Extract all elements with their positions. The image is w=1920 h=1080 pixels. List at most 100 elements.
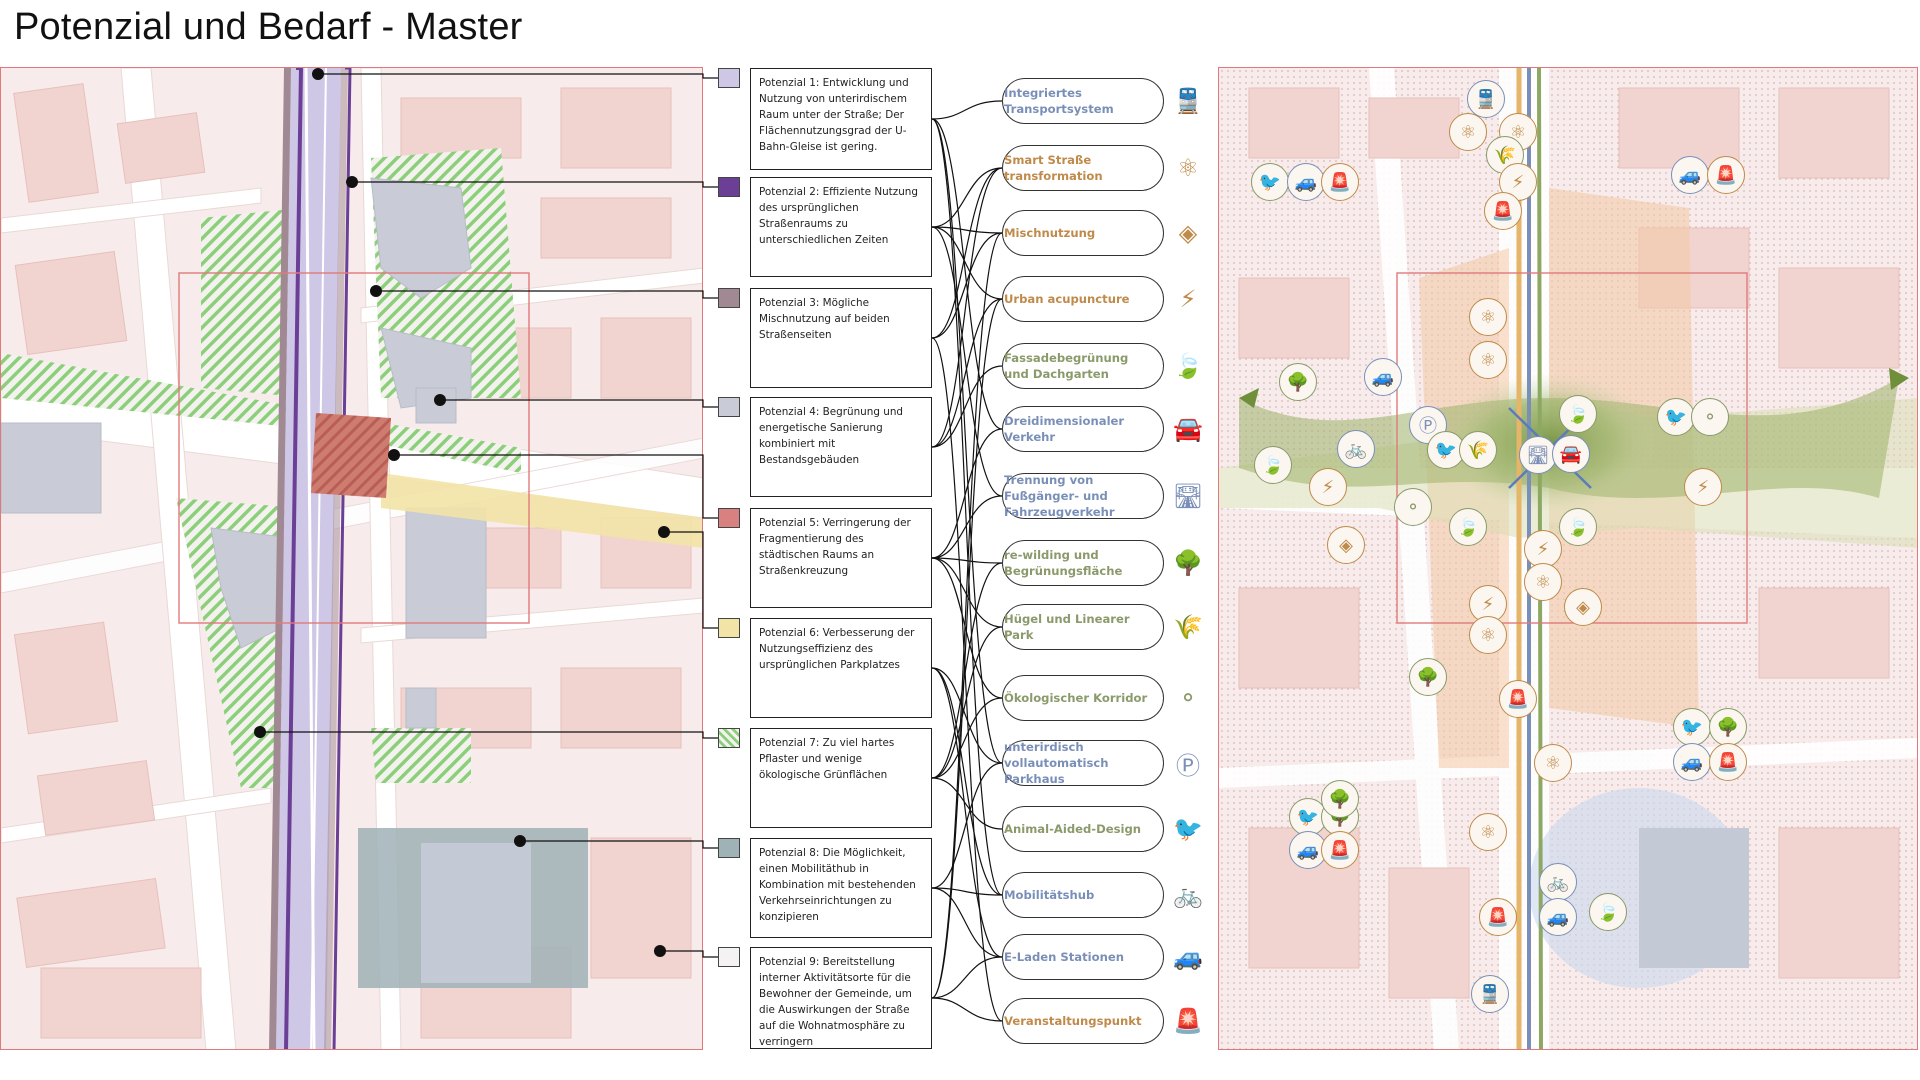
relation-curve — [931, 167, 1003, 448]
relation-curve — [931, 337, 1003, 1022]
need-pill-15: Veranstaltungspunkt — [1002, 998, 1164, 1044]
potential-swatch-1 — [718, 68, 740, 88]
need-pill-5: Fassadebegrünung und Dachgarten — [1002, 343, 1164, 389]
parking-icon: Ⓟ — [1176, 751, 1200, 780]
potential-box-8: Potenzial 8: Die Möglichkeit, einen Mobi… — [750, 838, 932, 938]
network-icon: ⚬ — [1177, 684, 1199, 712]
connector-dot — [514, 835, 526, 847]
event-light-icon: 🚨 — [1321, 831, 1359, 869]
atom-icon: ⚛ — [1469, 813, 1507, 851]
bird-icon: 🐦 — [1427, 431, 1465, 469]
need-label: Mobilitätshub — [1004, 888, 1095, 902]
event-light-icon: 🚨 — [1707, 156, 1745, 194]
grass-icon: 🌾 — [1459, 431, 1497, 469]
bird-icon: 🐦 — [1657, 398, 1695, 436]
atom-icon: ⚛ — [1177, 154, 1199, 182]
relation-curve — [931, 626, 1003, 779]
need-pill-3: Mischnutzung — [1002, 210, 1164, 256]
train-icon: 🚆 — [1173, 87, 1203, 115]
relation-curve — [931, 118, 1003, 896]
connector-dot — [346, 176, 358, 188]
grass-icon: 🌾 — [1173, 613, 1203, 641]
relation-curve — [931, 226, 1003, 234]
need-pill-7: Trennung von Fußgänger- und Fahrzeugverk… — [1002, 473, 1164, 519]
potential-swatch-6 — [718, 618, 740, 638]
event-light-icon: 🚨 — [1709, 743, 1747, 781]
connector-line — [318, 73, 718, 79]
potential-swatch-9 — [718, 947, 740, 967]
leaf-icon: 🍃 — [1449, 508, 1487, 546]
relation-curve — [931, 298, 1003, 448]
atom-icon: ⚛ — [1469, 616, 1507, 654]
connector-dot — [658, 526, 670, 538]
relation-curve — [931, 887, 1003, 958]
shapes-icon: ◈ — [1564, 588, 1602, 626]
relation-curve — [931, 557, 1003, 564]
relation-curve — [931, 118, 1003, 764]
leaf-icon: 🍃 — [1254, 446, 1292, 484]
car-person-icon: 🚘 — [1173, 415, 1203, 443]
train-icon: 🚆 — [1467, 80, 1505, 118]
need-label: unterirdisch vollautomatisch Parkhaus — [1004, 740, 1109, 786]
need-label: Integriertes Transportsystem — [1004, 86, 1114, 116]
shapes-icon: ◈ — [1327, 526, 1365, 564]
bicycle-icon: 🚲 — [1337, 430, 1375, 468]
connector-dot — [388, 449, 400, 461]
trees-icon: 🌳 — [1709, 708, 1747, 746]
need-label: Trennung von Fußgänger- und Fahrzeugverk… — [1004, 473, 1115, 519]
need-label: Fassadebegrünung und Dachgarten — [1004, 351, 1129, 381]
needs-map: 🚆 ⚛ ⚛ 🌾 ⚡ 🚨 🐦 🚙 🚨 🚙 🚨 ⚛ ⚛ 🌳 🚙 Ⓟ 🚲 🐦 🌾 🍃 🛣 🚘 🐦 ⚬ 🍃 ⚡ ⚡ ⚬ 🍃 ◈ ⚡ 🍃 ⚛ ⚡ ⚛ ◈ 🌳 🚨 🐦 🌳… — [1218, 67, 1918, 1050]
relation-curve — [931, 167, 1003, 228]
relation-curve — [931, 956, 1003, 999]
connector-line — [394, 454, 718, 519]
need-pill-9: Hügel und Linearer Park — [1002, 604, 1164, 650]
relation-curve — [931, 997, 1003, 1022]
charging-car-icon: 🚙 — [1173, 943, 1203, 971]
relation-curve — [931, 762, 1003, 889]
relation-curve — [931, 428, 1003, 559]
road-icon: 🛣 — [1519, 436, 1557, 474]
relation-curve — [931, 495, 1003, 559]
relation-curve — [931, 697, 1003, 779]
event-light-icon: 🚨 — [1321, 163, 1359, 201]
charging-car-icon: 🚙 — [1539, 898, 1577, 936]
need-label: Ökologischer Korridor — [1004, 691, 1148, 705]
road-icon: 🛣 — [1172, 482, 1204, 510]
bird-icon: 🐦 — [1251, 163, 1289, 201]
relation-curve — [931, 777, 1003, 830]
relation-curve — [931, 365, 1003, 448]
potential-map — [0, 67, 703, 1050]
connector-line — [352, 181, 718, 188]
potential-swatch-3 — [718, 288, 740, 308]
train-icon: 🚆 — [1471, 975, 1509, 1013]
potential-swatch-2 — [718, 177, 740, 197]
leaf-icon: 🍃 — [1589, 893, 1627, 931]
need-label: Hügel und Linearer Park — [1004, 612, 1130, 642]
need-pill-1: Integriertes Transportsystem — [1002, 78, 1164, 124]
connector-line — [664, 531, 718, 629]
atom-icon: ⚛ — [1469, 298, 1507, 336]
page-title: Potenzial und Bedarf - Master — [14, 6, 523, 48]
car-person-icon: 🚘 — [1552, 435, 1590, 473]
need-pill-2: Smart Straße transformation — [1002, 145, 1164, 191]
need-pill-4: Urban acupuncture — [1002, 276, 1164, 322]
need-pill-13: Mobilitätshub — [1002, 872, 1164, 918]
need-pill-12: Animal-Aided-Design — [1002, 806, 1164, 852]
connector-line — [660, 950, 718, 958]
trees-icon: 🌳 — [1279, 363, 1317, 401]
potential-box-2: Potenzial 2: Effiziente Nutzung des ursp… — [750, 177, 932, 277]
bicycle-icon: 🚲 — [1539, 863, 1577, 901]
network-icon: ⚬ — [1394, 488, 1432, 526]
need-pill-8: re-wilding und Begrünungsfläche — [1002, 540, 1164, 586]
potential-box-7: Potenzial 7: Zu viel hartes Pflaster und… — [750, 728, 932, 828]
trees-icon: 🌳 — [1173, 549, 1203, 577]
potential-box-9: Potenzial 9: Bereitstellung interner Akt… — [750, 947, 932, 1049]
connector-line — [440, 399, 718, 408]
potential-box-6: Potenzial 6: Verbesserung der Nutzungsef… — [750, 618, 932, 718]
connector-dot — [654, 945, 666, 957]
potential-swatch-4 — [718, 397, 740, 417]
need-label: re-wilding und Begrünungsfläche — [1004, 548, 1123, 578]
relation-curve — [931, 232, 1003, 999]
need-pill-14: E-Laden Stationen — [1002, 934, 1164, 980]
charging-car-icon: 🚙 — [1671, 156, 1709, 194]
